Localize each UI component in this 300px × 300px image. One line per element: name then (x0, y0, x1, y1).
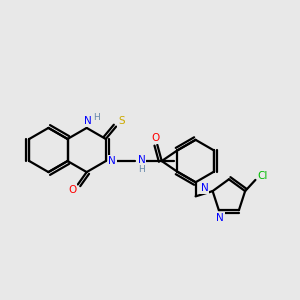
Text: H: H (93, 113, 100, 122)
Text: H: H (138, 165, 145, 174)
Text: S: S (118, 116, 125, 126)
Text: N: N (216, 213, 224, 223)
Text: O: O (68, 185, 77, 195)
Text: N: N (200, 183, 208, 193)
Text: Cl: Cl (258, 171, 268, 182)
Text: O: O (152, 134, 160, 143)
Text: N: N (138, 154, 146, 165)
Text: N: N (84, 116, 92, 126)
Text: N: N (108, 156, 116, 166)
